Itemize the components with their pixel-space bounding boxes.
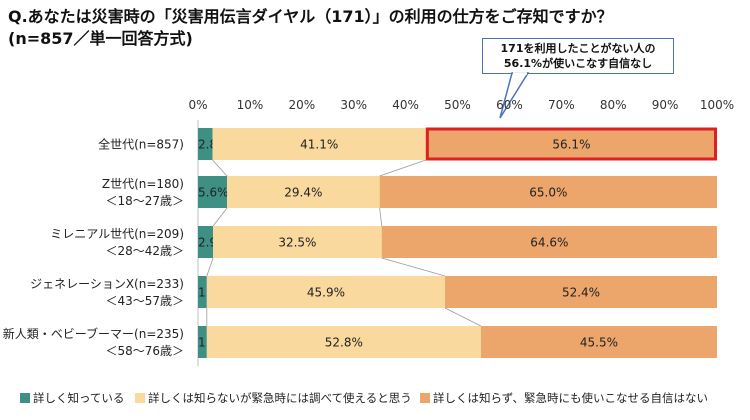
bar-value-label: 52.8% (325, 336, 363, 350)
legend-label: 詳しく知っている (33, 391, 125, 405)
bar-value-label: 29.4% (284, 186, 322, 200)
legend-item: 詳しくは知らず、緊急時にも使いこなせる自信はない (420, 390, 708, 406)
category-label: ジェネレーションX(n=233) (30, 277, 184, 291)
series-connector-line (379, 207, 383, 227)
x-tick-label: 0% (188, 98, 207, 112)
category-label: ＜18～27歳＞ (105, 194, 184, 208)
chart-title-line1: Q.あなたは災害時の「災害用伝言ダイヤル（171）」の利用の仕方をご存知ですか？ (8, 7, 613, 26)
bar-segment (206, 326, 481, 358)
category-label: Z世代(n=180) (102, 177, 184, 191)
x-tick-label: 50% (444, 98, 471, 112)
legend-swatch (420, 393, 430, 403)
bar-segment (381, 226, 717, 258)
series-connector-line (379, 159, 426, 177)
x-tick-label: 40% (392, 98, 419, 112)
bar-segment (198, 128, 213, 160)
legend-label: 詳しくは知らないが緊急時には調べて使えると思う (148, 391, 412, 405)
x-tick-label: 70% (548, 98, 575, 112)
highlight-outline (425, 127, 717, 161)
bar-segment (198, 326, 207, 358)
bar-segment (445, 276, 717, 308)
category-label: ＜58～76歳＞ (105, 344, 184, 358)
bar-segment (213, 226, 382, 258)
bar-segment (198, 226, 214, 258)
bar-value-label: 41.1% (300, 138, 338, 152)
x-tick-label: 60% (496, 98, 523, 112)
bar-value-label: 64.6% (530, 236, 568, 250)
callout-box: 171を利用したことがない人の 56.1%が使いこなす自信なし (482, 38, 674, 74)
chart-title: Q.あなたは災害時の「災害用伝言ダイヤル（171）」の利用の仕方をご存知ですか？… (8, 6, 613, 50)
callout-line1: 171を利用したことがない人の (500, 42, 656, 55)
category-label: 全世代(n=857) (98, 137, 184, 152)
category-label: ＜43～57歳＞ (105, 294, 184, 308)
bar-value-label: 5.6% (198, 186, 229, 200)
x-tick-label: 30% (340, 98, 367, 112)
x-tick-label: 10% (237, 98, 264, 112)
bar-value-label: 32.5% (278, 236, 316, 250)
x-tick-label: 20% (288, 98, 315, 112)
bar-segment (480, 326, 717, 358)
bar-value-label: 56.1% (552, 138, 590, 152)
legend-swatch (135, 393, 145, 403)
series-connector-line (381, 257, 446, 277)
legend-swatch (20, 393, 30, 403)
bar-segment (206, 276, 446, 308)
bar-segment (198, 176, 228, 208)
bar-value-label: 45.5% (580, 336, 618, 350)
x-tick-label: 100% (700, 98, 734, 112)
bar-value-label: 45.9% (307, 286, 345, 300)
callout-line2: 56.1%が使いこなす自信なし (503, 57, 653, 70)
series-connector-line (444, 307, 482, 327)
x-tick-label: 90% (652, 98, 679, 112)
x-tick-label: 80% (600, 98, 627, 112)
legend-item: 詳しく知っている (20, 390, 124, 406)
category-label: ＜28～42歳＞ (105, 244, 184, 258)
series-connector-line (212, 159, 228, 177)
bar-segment (379, 176, 717, 208)
category-label: 新人類・ベビーブーマー(n=235) (3, 326, 184, 341)
bar-segment (425, 128, 717, 160)
category-label: ミレニアル世代(n=209) (50, 227, 184, 241)
chart-title-line2: (n=857／単一回答方式) (8, 29, 193, 48)
legend-label: 詳しくは知らず、緊急時にも使いこなせる自信はない (433, 391, 708, 405)
bar-segment (212, 128, 426, 160)
bar-value-label: 52.4% (562, 286, 600, 300)
bar-value-label: 65.0% (529, 186, 567, 200)
bar-segment (227, 176, 380, 208)
series-connector-line (206, 257, 214, 277)
legend-item: 詳しくは知らないが緊急時には調べて使えると思う (135, 390, 412, 406)
bar-segment (198, 276, 207, 308)
series-connector-line (212, 207, 228, 227)
